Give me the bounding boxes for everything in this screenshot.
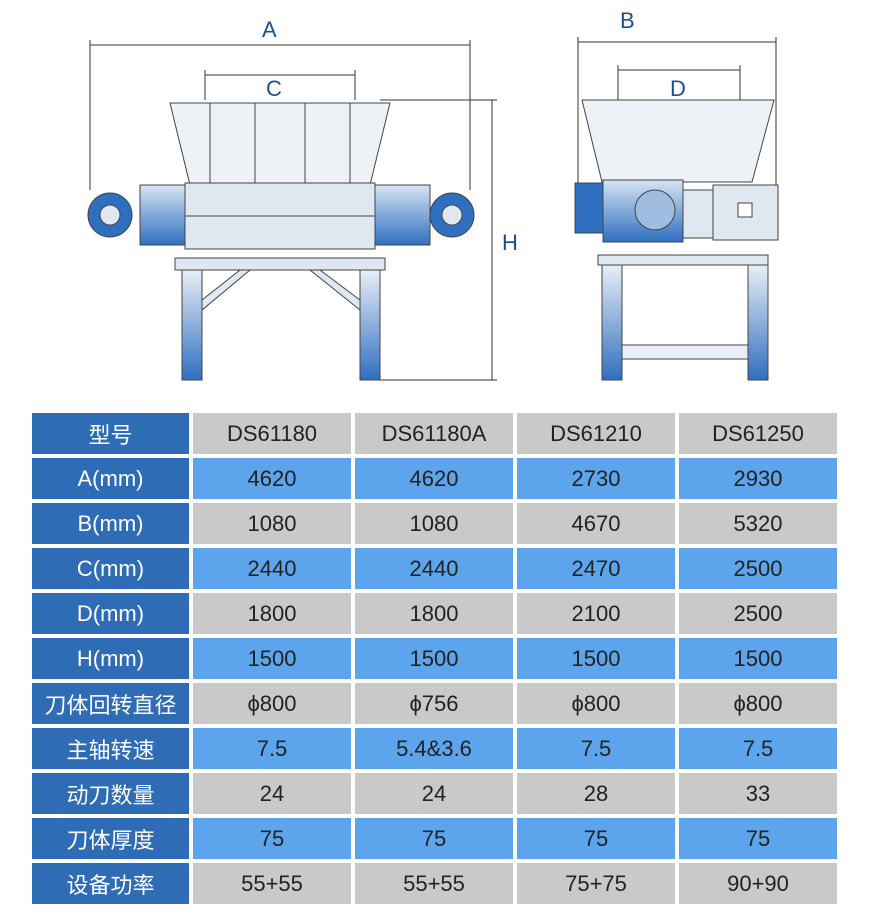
spec-table: 型号 DS61180 DS61180A DS61210 DS61250 A(mm… <box>28 409 841 908</box>
table-row: 刀体回转直径 ϕ800 ϕ756 ϕ800 ϕ800 <box>32 683 837 724</box>
table-header-row: 型号 DS61180 DS61180A DS61210 DS61250 <box>32 413 837 454</box>
machine-dimension-drawing: A C B D H <box>87 8 779 381</box>
table-cell: 1800 <box>355 593 513 634</box>
table-row: 设备功率 55+55 55+55 75+75 90+90 <box>32 863 837 904</box>
table-cell: 55+55 <box>355 863 513 904</box>
table-cell: ϕ800 <box>193 683 351 724</box>
table-cell: 75+75 <box>517 863 675 904</box>
table-cell: 7.5 <box>193 728 351 769</box>
table-cell: 33 <box>679 773 837 814</box>
table-cell: 5320 <box>679 503 837 544</box>
table-cell: 24 <box>193 773 351 814</box>
row-label: H(mm) <box>32 638 189 679</box>
dim-label-a: A <box>262 17 277 42</box>
side-view <box>574 99 779 381</box>
table-row: 主轴转速 7.5 5.4&3.6 7.5 7.5 <box>32 728 837 769</box>
table-cell: 7.5 <box>517 728 675 769</box>
table-cell: 2440 <box>193 548 351 589</box>
table-cell: 90+90 <box>679 863 837 904</box>
row-label: 刀体厚度 <box>32 818 189 859</box>
row-label: 动刀数量 <box>32 773 189 814</box>
table-cell: 1080 <box>193 503 351 544</box>
table-cell: 5.4&3.6 <box>355 728 513 769</box>
row-label: B(mm) <box>32 503 189 544</box>
table-row: 刀体厚度 75 75 75 75 <box>32 818 837 859</box>
table-row: A(mm) 4620 4620 2730 2930 <box>32 458 837 499</box>
model-header: DS61210 <box>517 413 675 454</box>
row-label: D(mm) <box>32 593 189 634</box>
table-row: D(mm) 1800 1800 2100 2500 <box>32 593 837 634</box>
table-cell: 1500 <box>679 638 837 679</box>
table-cell: 1800 <box>193 593 351 634</box>
row-label: 设备功率 <box>32 863 189 904</box>
model-header: DS61180A <box>355 413 513 454</box>
table-cell: 4620 <box>193 458 351 499</box>
dimension-lines <box>89 37 777 381</box>
table-row: H(mm) 1500 1500 1500 1500 <box>32 638 837 679</box>
row-label: 主轴转速 <box>32 728 189 769</box>
table-cell: ϕ756 <box>355 683 513 724</box>
table-cell: 2470 <box>517 548 675 589</box>
dim-label-b: B <box>620 8 635 33</box>
table-cell: 2500 <box>679 593 837 634</box>
table-cell: ϕ800 <box>679 683 837 724</box>
table-cell: 7.5 <box>679 728 837 769</box>
model-header: DS61250 <box>679 413 837 454</box>
table-cell: 75 <box>355 818 513 859</box>
model-header: DS61180 <box>193 413 351 454</box>
dim-label-c: C <box>266 76 282 101</box>
table-cell: 1500 <box>355 638 513 679</box>
table-cell: 55+55 <box>193 863 351 904</box>
table-cell: 1080 <box>355 503 513 544</box>
table-row: C(mm) 2440 2440 2470 2500 <box>32 548 837 589</box>
front-view <box>87 102 475 381</box>
row-label: 刀体回转直径 <box>32 683 189 724</box>
table-cell: 75 <box>517 818 675 859</box>
table-cell: 2100 <box>517 593 675 634</box>
table-cell: 4670 <box>517 503 675 544</box>
table-cell: 1500 <box>193 638 351 679</box>
table-cell: 2730 <box>517 458 675 499</box>
dim-label-h: H <box>502 230 518 255</box>
table-cell: ϕ800 <box>517 683 675 724</box>
header-label: 型号 <box>32 413 189 454</box>
table-cell: 75 <box>679 818 837 859</box>
dim-label-d: D <box>670 76 686 101</box>
table-row: 动刀数量 24 24 28 33 <box>32 773 837 814</box>
table-cell: 4620 <box>355 458 513 499</box>
table-row: B(mm) 1080 1080 4670 5320 <box>32 503 837 544</box>
table-cell: 2930 <box>679 458 837 499</box>
row-label: A(mm) <box>32 458 189 499</box>
table-cell: 2500 <box>679 548 837 589</box>
table-cell: 1500 <box>517 638 675 679</box>
table-cell: 28 <box>517 773 675 814</box>
table-cell: 24 <box>355 773 513 814</box>
table-cell: 2440 <box>355 548 513 589</box>
row-label: C(mm) <box>32 548 189 589</box>
table-cell: 75 <box>193 818 351 859</box>
